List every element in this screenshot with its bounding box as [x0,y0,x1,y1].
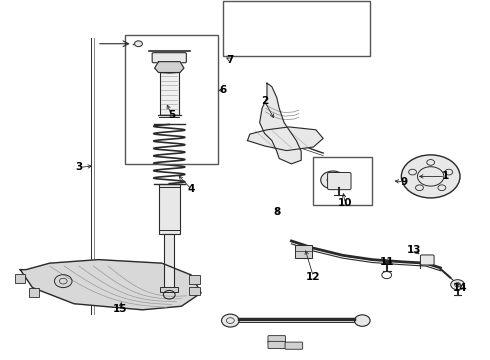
Text: 11: 11 [379,257,394,267]
Polygon shape [260,83,301,164]
Circle shape [401,155,460,198]
FancyBboxPatch shape [268,341,286,348]
Bar [314,157,372,205]
Text: 4: 4 [188,184,195,194]
FancyBboxPatch shape [328,172,351,190]
FancyBboxPatch shape [420,255,434,265]
Circle shape [451,280,465,290]
Polygon shape [247,127,323,150]
FancyBboxPatch shape [160,72,178,116]
Text: 13: 13 [406,245,421,255]
Text: 2: 2 [261,96,268,106]
Text: 3: 3 [75,162,82,172]
Bar [160,287,178,292]
Text: 10: 10 [338,198,352,208]
Text: 5: 5 [168,111,175,121]
Text: 14: 14 [453,283,467,293]
Bar [159,184,180,234]
Text: 15: 15 [113,304,128,314]
Text: 8: 8 [273,207,280,217]
Circle shape [221,314,239,327]
Polygon shape [20,260,201,310]
Circle shape [321,171,345,189]
Bar [15,274,25,283]
FancyBboxPatch shape [285,342,303,349]
Text: 6: 6 [220,85,227,95]
Text: 1: 1 [441,171,449,181]
Bar [189,287,199,296]
Circle shape [354,315,370,326]
Bar [29,288,39,297]
Bar [164,234,174,288]
FancyBboxPatch shape [268,336,286,343]
Bar [189,275,199,284]
Text: 7: 7 [227,55,234,65]
Text: 9: 9 [400,177,407,187]
Text: 12: 12 [306,272,320,282]
Circle shape [135,41,143,46]
Bar [125,35,218,164]
Bar [223,1,369,56]
FancyBboxPatch shape [152,53,186,63]
Polygon shape [155,62,184,73]
Bar [295,244,313,258]
